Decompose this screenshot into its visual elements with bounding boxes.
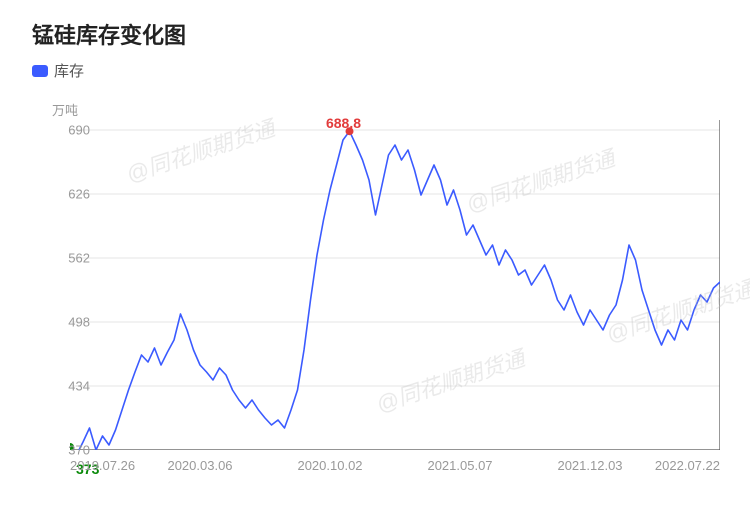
chart-svg (70, 120, 720, 450)
legend: 库存 (32, 60, 84, 81)
xtick-label: 2022.07.22 (655, 458, 720, 473)
ytick-label: 690 (50, 123, 90, 138)
xtick-label: 2021.05.07 (427, 458, 492, 473)
ytick-label: 434 (50, 379, 90, 394)
legend-label: 库存 (54, 60, 84, 81)
xtick-label: 2019.07.26 (70, 458, 135, 473)
chart-plot-area (70, 120, 720, 450)
chart-title: 锰硅库存变化图 (32, 18, 186, 50)
ytick-label: 562 (50, 251, 90, 266)
data-point-label: 688.8 (326, 115, 361, 131)
xtick-label: 2020.10.02 (297, 458, 362, 473)
ytick-label: 370 (50, 443, 90, 458)
legend-swatch (32, 65, 48, 77)
ytick-label: 498 (50, 315, 90, 330)
xtick-label: 2021.12.03 (557, 458, 622, 473)
yaxis-unit: 万吨 (52, 100, 78, 119)
ytick-label: 626 (50, 187, 90, 202)
xtick-label: 2020.03.06 (167, 458, 232, 473)
